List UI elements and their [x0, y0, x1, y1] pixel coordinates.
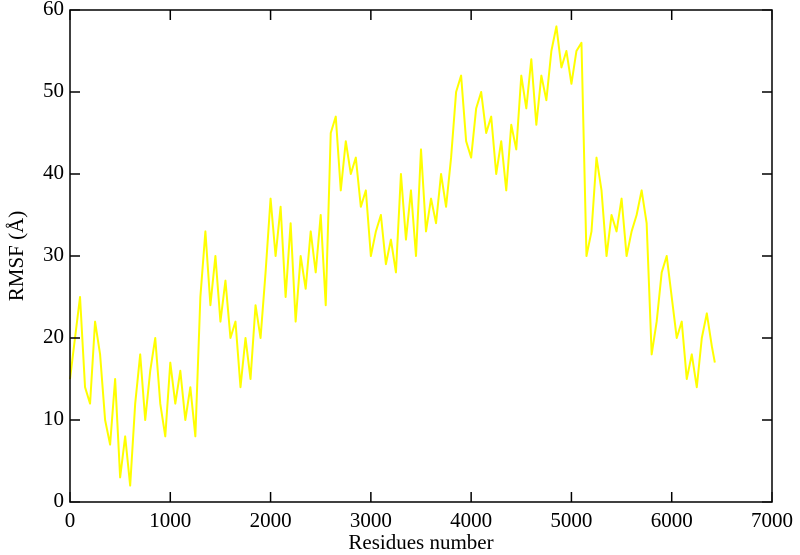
- x-tick-label: 3000: [350, 508, 392, 532]
- y-tick-label: 30: [43, 242, 64, 266]
- y-axis-label: RMSF (Å): [4, 211, 28, 301]
- data-line: [69, 25, 716, 487]
- x-tick-label: 2000: [250, 508, 292, 532]
- x-axis-label: Residues number: [348, 530, 493, 554]
- x-tick-label: 0: [65, 508, 76, 532]
- y-tick-label: 10: [43, 406, 64, 430]
- x-tick-label: 6000: [651, 508, 693, 532]
- x-tick-label: 1000: [149, 508, 191, 532]
- y-tick-label: 50: [43, 78, 64, 102]
- y-tick-label: 0: [54, 488, 65, 512]
- y-tick-label: 60: [43, 0, 64, 20]
- x-tick-label: 5000: [550, 508, 592, 532]
- y-tick-label: 20: [43, 324, 64, 348]
- x-tick-label: 7000: [751, 508, 793, 532]
- y-tick-label: 40: [43, 160, 64, 184]
- x-tick-label: 4000: [450, 508, 492, 532]
